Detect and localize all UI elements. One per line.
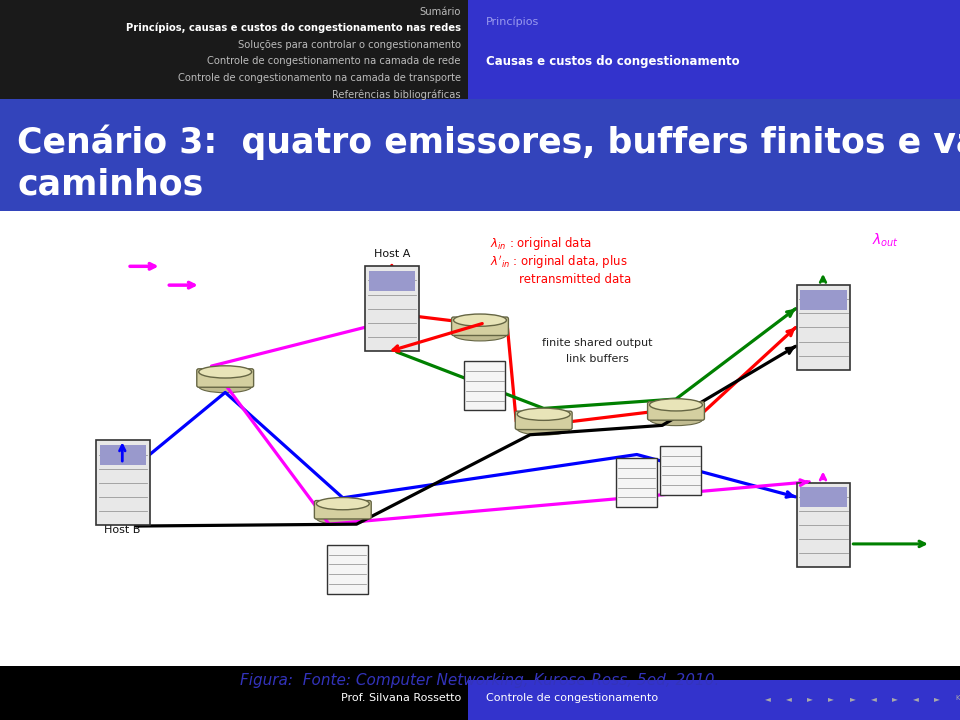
Text: Figura:  Fonte: Computer Networking, Kurose-Ross, 5ed, 2010.: Figura: Fonte: Computer Networking, Kuro… — [240, 673, 720, 688]
Text: Sumário: Sumário — [420, 6, 461, 17]
Bar — [468, 680, 960, 720]
Text: finite shared output: finite shared output — [542, 338, 653, 348]
Text: Controle de congestionamento: Controle de congestionamento — [486, 693, 658, 703]
Text: ►: ► — [828, 694, 834, 703]
Ellipse shape — [517, 423, 570, 435]
Bar — [100, 445, 146, 465]
Text: caminhos: caminhos — [17, 167, 204, 201]
Text: Controle de congestionamento na camada de rede: Controle de congestionamento na camada d… — [207, 56, 461, 66]
Text: ►: ► — [850, 694, 855, 703]
Text: Cenário 3:  quatro emissores, buffers finitos e vários: Cenário 3: quatro emissores, buffers fin… — [17, 124, 960, 160]
Text: $\lambda_{in}$ : original data: $\lambda_{in}$ : original data — [490, 235, 591, 253]
Text: ◄: ◄ — [871, 694, 876, 703]
Bar — [370, 271, 416, 291]
Bar — [797, 482, 851, 567]
FancyBboxPatch shape — [451, 317, 509, 336]
Bar — [801, 487, 847, 507]
FancyBboxPatch shape — [516, 411, 572, 430]
Text: Referências bibliográficas: Referências bibliográficas — [332, 89, 461, 99]
Bar — [0, 211, 960, 666]
Bar — [468, 0, 960, 99]
Ellipse shape — [650, 413, 703, 426]
Text: $\lambda'_{in}$ : original data, plus: $\lambda'_{in}$ : original data, plus — [490, 254, 628, 271]
Bar — [616, 459, 658, 507]
Text: Causas e custos do congestionamento: Causas e custos do congestionamento — [486, 55, 739, 68]
FancyBboxPatch shape — [197, 369, 253, 387]
Ellipse shape — [317, 498, 370, 510]
FancyBboxPatch shape — [648, 402, 705, 420]
Bar — [801, 290, 847, 310]
Bar — [465, 361, 506, 410]
Bar — [366, 266, 420, 351]
Text: retransmitted data: retransmitted data — [519, 274, 632, 287]
Text: Prof. Silvana Rossetto: Prof. Silvana Rossetto — [341, 693, 461, 703]
Ellipse shape — [453, 314, 507, 326]
FancyBboxPatch shape — [314, 500, 372, 519]
Text: Host B: Host B — [104, 524, 140, 534]
Text: link buffers: link buffers — [566, 354, 629, 364]
Bar — [96, 441, 150, 525]
Bar — [660, 446, 702, 495]
Bar — [0, 680, 468, 720]
Text: Soluções para controlar o congestionamento: Soluções para controlar o congestionamen… — [238, 40, 461, 50]
Ellipse shape — [199, 380, 252, 392]
Text: ◄: ◄ — [913, 694, 919, 703]
Text: Princípios, causas e custos do congestionamento nas redes: Princípios, causas e custos do congestio… — [126, 23, 461, 33]
Text: Host A: Host A — [373, 249, 410, 258]
Bar — [797, 285, 851, 370]
Ellipse shape — [199, 366, 252, 378]
Bar — [0, 99, 960, 211]
Text: ►: ► — [807, 694, 813, 703]
Text: $\lambda_{out}$: $\lambda_{out}$ — [872, 232, 900, 249]
Text: ►: ► — [934, 694, 940, 703]
Bar — [327, 545, 369, 594]
Text: ►: ► — [892, 694, 898, 703]
Ellipse shape — [650, 399, 703, 411]
Ellipse shape — [517, 408, 570, 420]
Text: Princípios: Princípios — [486, 17, 539, 27]
Ellipse shape — [453, 329, 507, 341]
Text: ◄: ◄ — [786, 694, 792, 703]
Ellipse shape — [317, 512, 370, 524]
Text: Controle de congestionamento na camada de transporte: Controle de congestionamento na camada d… — [178, 73, 461, 83]
Bar — [0, 0, 468, 99]
Text: K: K — [956, 696, 960, 701]
Text: ◄: ◄ — [765, 694, 771, 703]
